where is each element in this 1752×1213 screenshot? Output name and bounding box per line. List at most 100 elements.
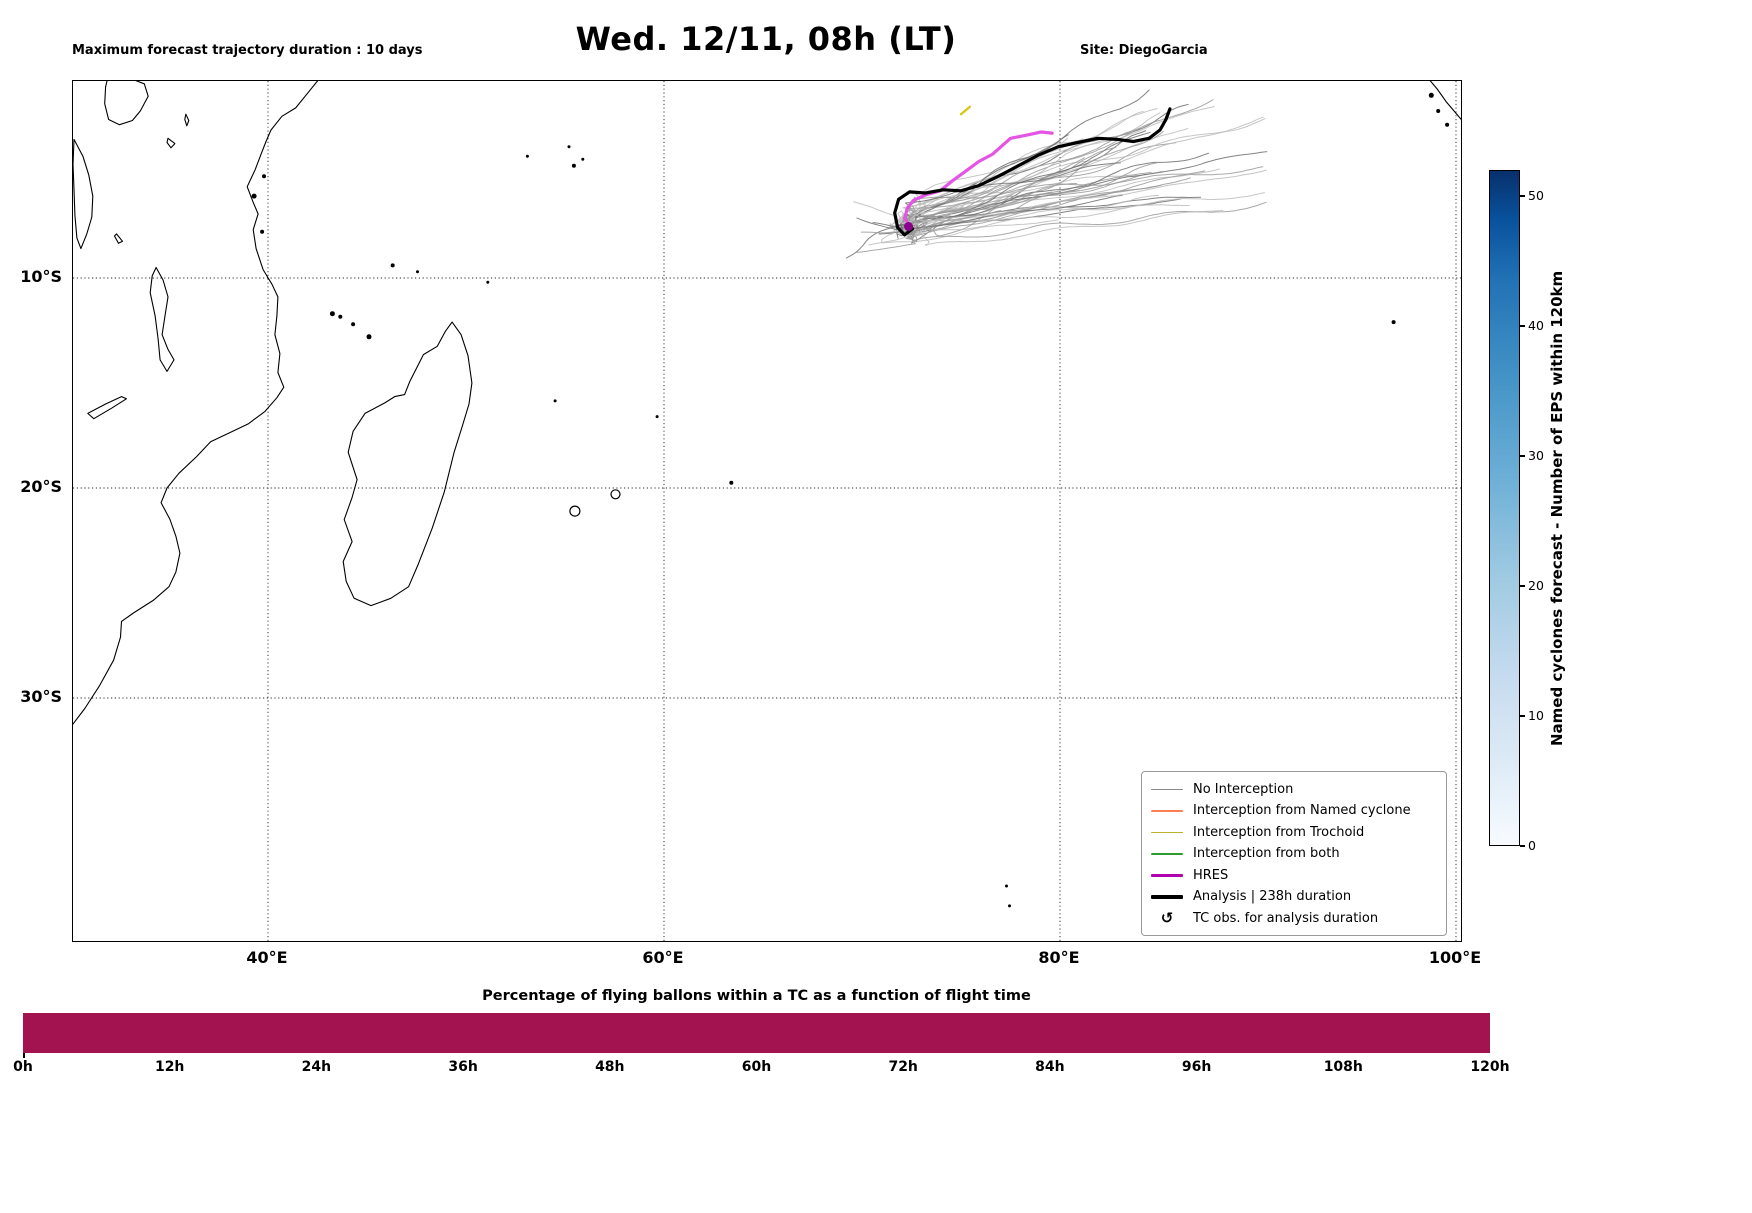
island-speck bbox=[1005, 884, 1008, 888]
colorbar-tick-mark bbox=[1520, 845, 1525, 847]
hres-track bbox=[903, 130, 1054, 228]
legend-line-sample bbox=[1151, 831, 1183, 833]
ensemble-track bbox=[908, 106, 1215, 218]
colorbar-tick-label: 10 bbox=[1528, 708, 1544, 723]
bar-axis-tick bbox=[23, 1053, 25, 1058]
bar-chart-title: Percentage of flying ballons within a TC… bbox=[482, 988, 1031, 1004]
legend-color-line bbox=[1151, 831, 1183, 833]
ensemble-track bbox=[909, 117, 1266, 222]
east-africa-coast-coastline bbox=[73, 81, 319, 725]
interception-from-trochoid-track bbox=[959, 105, 972, 116]
ensemble-track bbox=[908, 192, 1265, 224]
lon-tick-label: 60°E bbox=[642, 948, 684, 967]
island-speck bbox=[262, 174, 266, 179]
legend-color-line bbox=[1151, 810, 1183, 812]
lat-tick-label: 10°S bbox=[20, 267, 62, 286]
colorbar-tick-mark bbox=[1520, 195, 1525, 197]
lon-tick-label: 100°E bbox=[1428, 948, 1482, 967]
island-speck bbox=[486, 280, 490, 284]
legend-row: Analysis | 238h duration bbox=[1151, 886, 1437, 908]
lake-rukwa-coastline bbox=[113, 233, 124, 244]
ensemble-track bbox=[900, 127, 1141, 224]
ensemble-track bbox=[902, 169, 1267, 227]
colorbar-gradient bbox=[1490, 171, 1519, 845]
analysis-238h-duration-track bbox=[893, 107, 1172, 237]
island-speck bbox=[338, 314, 343, 319]
lake-eyasi-coastline bbox=[166, 137, 176, 149]
legend-row: HRES bbox=[1151, 865, 1437, 887]
flight-time-tick-label: 12h bbox=[154, 1059, 185, 1075]
island-speck bbox=[251, 193, 257, 199]
ensemble-track bbox=[889, 168, 1220, 235]
ensemble-track bbox=[911, 191, 1053, 225]
island-speck bbox=[329, 311, 335, 317]
flight-time-tick-label: 72h bbox=[888, 1059, 918, 1075]
legend-row: Interception from Trochoid bbox=[1151, 822, 1437, 844]
page-title: Wed. 12/11, 08h (LT) bbox=[575, 20, 957, 58]
island-speck bbox=[366, 334, 372, 340]
lake-natron-coastline bbox=[184, 113, 190, 127]
legend-line-sample bbox=[1151, 853, 1183, 855]
colorbar-tick-label: 40 bbox=[1528, 318, 1544, 333]
ensemble-track bbox=[904, 162, 1121, 218]
flight-time-tick-label: 108h bbox=[1323, 1059, 1363, 1075]
lake-tanganyika-coastline bbox=[73, 138, 94, 250]
legend-row: No Interception bbox=[1151, 779, 1437, 801]
island-speck bbox=[1428, 92, 1434, 98]
sumatra-coast-coastline bbox=[1429, 81, 1461, 121]
ensemble-track bbox=[903, 151, 1268, 228]
colorbar-tick-mark bbox=[1520, 585, 1525, 587]
island-outline bbox=[569, 505, 581, 517]
flight-time-tick-label: 60h bbox=[741, 1059, 772, 1075]
ensemble-track bbox=[913, 162, 1159, 231]
island-speck bbox=[525, 154, 529, 158]
flight-time-tick-label: 84h bbox=[1035, 1059, 1065, 1075]
ensemble-track bbox=[899, 112, 1161, 234]
colorbar bbox=[1489, 170, 1520, 846]
lake-victoria-coastline bbox=[104, 81, 149, 126]
ensemble-track bbox=[903, 99, 1214, 233]
legend-label: Analysis | 238h duration bbox=[1193, 889, 1352, 905]
legend-line-sample bbox=[1151, 873, 1183, 877]
island-speck bbox=[1008, 904, 1011, 908]
deployment-start-marker bbox=[904, 222, 914, 232]
colorbar-label: Named cyclones forecast - Number of EPS … bbox=[1548, 270, 1566, 746]
lon-tick-label: 80°E bbox=[1038, 948, 1080, 967]
legend-label: Interception from Named cyclone bbox=[1193, 803, 1411, 819]
lake-malawi-coastline bbox=[149, 266, 175, 372]
legend-label: No Interception bbox=[1193, 781, 1294, 797]
legend-color-line bbox=[1151, 853, 1183, 855]
legend-row: Interception from Named cyclone bbox=[1151, 800, 1437, 822]
legend-row: ↺ TC obs. for analysis duration bbox=[1151, 908, 1437, 930]
colorbar-tick-label: 50 bbox=[1528, 188, 1544, 203]
flight-time-tick-label: 0h bbox=[13, 1059, 33, 1075]
island-speck bbox=[567, 145, 571, 149]
ensemble-track bbox=[913, 210, 1224, 247]
lat-tick-label: 30°S bbox=[20, 687, 62, 706]
island-speck bbox=[260, 229, 265, 234]
legend-row: Interception from both bbox=[1151, 843, 1437, 865]
colorbar-tick-label: 20 bbox=[1528, 578, 1544, 593]
lat-tick-label: 20°S bbox=[20, 477, 62, 496]
colorbar-tick-mark bbox=[1520, 325, 1525, 327]
legend-label: TC obs. for analysis duration bbox=[1193, 910, 1379, 926]
ensemble-track bbox=[908, 116, 1264, 225]
ensemble-track bbox=[855, 229, 916, 253]
island-speck bbox=[1391, 320, 1396, 325]
map-canvas bbox=[73, 81, 1461, 941]
island-speck bbox=[655, 415, 659, 419]
madagascar-coastline bbox=[342, 321, 473, 607]
counterclockwise-arrow-icon: ↺ bbox=[1160, 908, 1174, 927]
legend-line-sample bbox=[1151, 788, 1183, 790]
map-panel: No Interception Interception from Named c… bbox=[72, 80, 1462, 942]
island-speck bbox=[351, 322, 356, 327]
site-line: Site: DiegoGarcia bbox=[1080, 43, 1208, 58]
island-speck bbox=[1436, 109, 1441, 113]
island-speck bbox=[729, 480, 734, 485]
tc-percentage-bar bbox=[23, 1013, 1490, 1053]
legend-color-line bbox=[1151, 873, 1183, 877]
param-line-1: Maximum forecast trajectory duration : 1… bbox=[72, 43, 423, 58]
island-outline bbox=[610, 489, 621, 500]
map-legend: No Interception Interception from Named c… bbox=[1141, 770, 1447, 936]
